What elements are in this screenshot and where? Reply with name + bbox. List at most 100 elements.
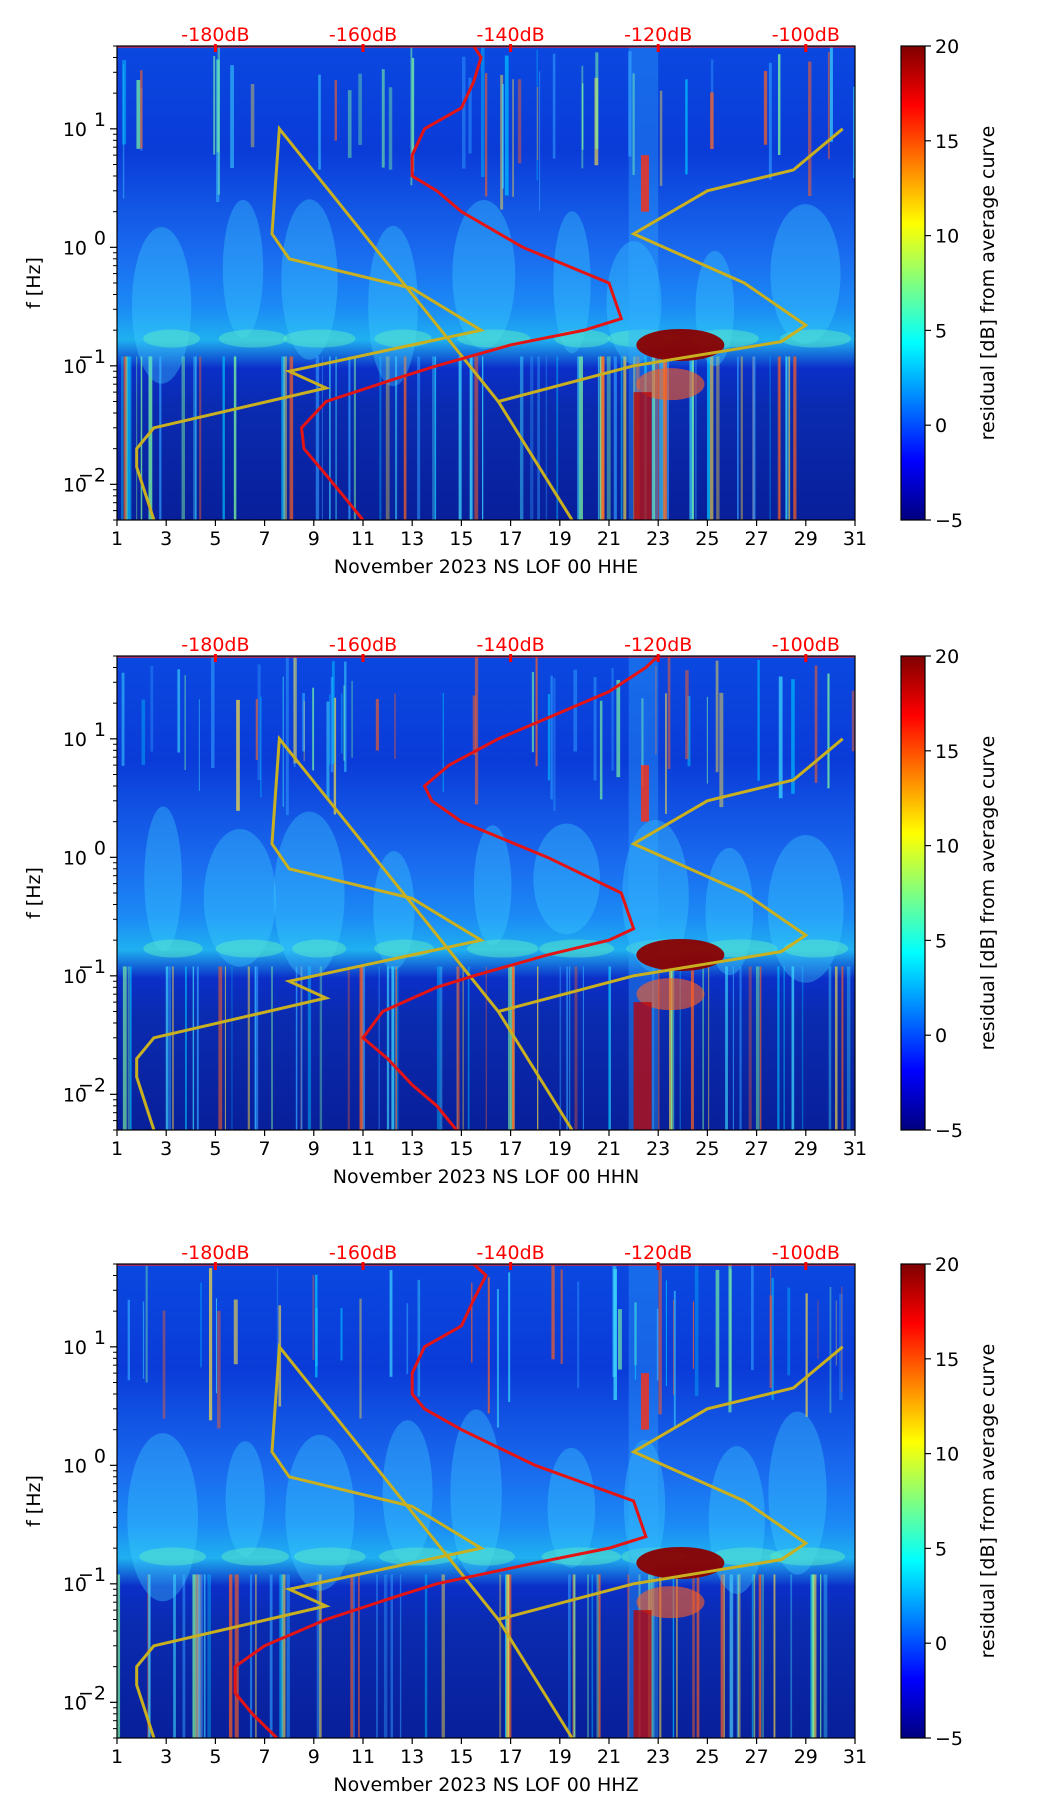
heatmap-streak (283, 356, 286, 520)
heatmap-streak (753, 1574, 756, 1738)
y-tick-exponent: 0 (94, 227, 106, 249)
x-tick-label: 3 (160, 1746, 172, 1768)
heatmap-streak (293, 657, 297, 764)
heatmap-streak (467, 966, 470, 1130)
heatmap-streak (665, 1280, 667, 1386)
db-scale-label: -100dB (772, 634, 840, 656)
heatmap-streak (574, 966, 578, 1130)
heatmap-streak (595, 52, 599, 149)
heatmap-streak (136, 80, 141, 149)
colorbar-tick-label: 0 (935, 415, 947, 437)
storm-halo (636, 368, 705, 401)
heatmap-streak (331, 661, 335, 764)
heatmap-streak (255, 1574, 257, 1738)
heatmap-streak (471, 1282, 473, 1363)
heatmap-streak (591, 1574, 594, 1738)
x-tick-label: 1 (111, 528, 123, 550)
x-tick-label: 27 (745, 528, 769, 550)
db-scale-label: -120dB (624, 1242, 692, 1264)
heatmap-blob (767, 835, 844, 983)
heatmap-streak (333, 697, 337, 815)
colorbar-tick-label: 0 (935, 1025, 947, 1047)
heatmap-streak (381, 69, 385, 168)
heatmap-streak (673, 1290, 676, 1429)
heatmap-streak (823, 1574, 828, 1738)
heatmap-streak (723, 1574, 725, 1738)
heatmap-streak (127, 966, 130, 1130)
heatmap-streak (829, 1286, 832, 1413)
heatmap-streak (665, 693, 667, 814)
heatmap-streak (129, 966, 132, 1130)
heatmap-streak (167, 966, 172, 1130)
heatmap-streak (351, 680, 353, 758)
heatmap-streak (218, 966, 223, 1130)
heatmap-streak (715, 1269, 720, 1388)
heatmap-blob (623, 1439, 666, 1572)
heatmap-blob (292, 939, 347, 958)
heatmap-streak (136, 356, 138, 520)
db-scale-label: -180dB (181, 24, 249, 46)
colorbar-tick-label: −5 (935, 1728, 963, 1750)
heatmap-blob (222, 199, 264, 338)
x-tick-label: 5 (209, 1138, 221, 1160)
heatmap-streak (692, 356, 695, 520)
heatmap-blob (770, 1547, 846, 1566)
colorbar-tick-label: 20 (935, 646, 959, 668)
heatmap-streak (829, 46, 833, 142)
heatmap-streak (318, 1574, 322, 1738)
heatmap-streak (593, 677, 597, 781)
heatmap-streak (757, 659, 760, 781)
heatmap-streak (148, 356, 153, 520)
heatmap-streak (286, 1574, 290, 1738)
heatmap-streak (198, 699, 200, 791)
heatmap-streak (790, 1574, 793, 1738)
heatmap-streak (771, 1277, 774, 1400)
y-tick-label: 10 (63, 1084, 87, 1106)
heatmap-streak (657, 356, 660, 520)
x-tick-label: 9 (308, 1746, 320, 1768)
heatmap-streak (295, 966, 298, 1130)
heatmap-streak (582, 966, 585, 1130)
y-tick-exponent: −1 (78, 1564, 106, 1586)
heatmap-streak (121, 356, 124, 520)
heatmap-streak (224, 966, 226, 1130)
colorbar-tick-label: 5 (935, 320, 947, 342)
heatmap-streak (122, 966, 127, 1130)
heatmap-streak (732, 966, 734, 1130)
heatmap-streak (150, 665, 154, 752)
heatmap-streak (597, 356, 600, 520)
heatmap-streak (375, 698, 379, 751)
heatmap-streak (788, 356, 791, 520)
heatmap-streak (539, 71, 541, 211)
heatmap-streak (350, 1574, 354, 1738)
colorbar-tick-label: 15 (935, 1349, 959, 1371)
heatmap-streak (207, 1574, 211, 1738)
heatmap-streak (709, 356, 714, 520)
heatmap-streak (851, 690, 855, 752)
colorbar-label: residual [dB] from average curve (977, 126, 999, 441)
heatmap-streak (312, 1275, 315, 1360)
heatmap-streak (505, 1574, 510, 1738)
heatmap-blob (533, 823, 600, 935)
heatmap-streak (606, 356, 611, 520)
heatmap-streak (769, 356, 771, 520)
heatmap-streak (577, 1281, 580, 1389)
heatmap-streak (690, 966, 694, 1130)
heatmap-streak (173, 1574, 176, 1738)
heatmap-streak (581, 65, 584, 169)
heatmap-streak (140, 356, 143, 520)
heatmap-streak (768, 62, 772, 180)
heatmap-streak (530, 356, 534, 520)
heatmap-streak (257, 664, 261, 781)
heatmap-blob (285, 1434, 355, 1591)
heatmap-streak (587, 1574, 589, 1738)
heatmap-streak (388, 87, 393, 170)
heatmap-blob (547, 1447, 596, 1568)
heatmap-streak (508, 966, 511, 1130)
heatmap-streak (182, 1574, 186, 1738)
heatmap (117, 1264, 855, 1738)
heatmap-streak (222, 356, 225, 520)
x-tick-label: 27 (745, 1138, 769, 1160)
heatmap-streak (312, 687, 315, 771)
heatmap-streak (411, 58, 415, 173)
